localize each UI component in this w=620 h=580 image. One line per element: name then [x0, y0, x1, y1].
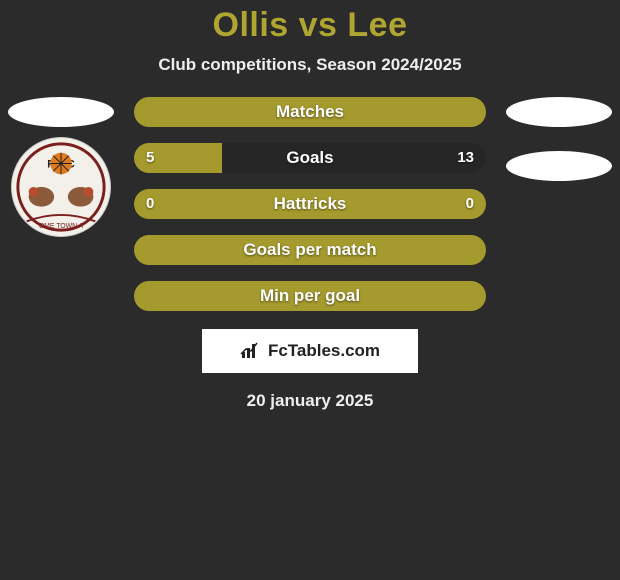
- stat-label: Hattricks: [134, 189, 486, 219]
- stats-bars: Matches Goals5 13 Hattricks0 0 Goals per matc…: [134, 97, 486, 311]
- left-player-column: FTFC OME TOWN A: [8, 97, 114, 237]
- stat-row: Min per goal: [134, 281, 486, 311]
- club-crest-icon: FTFC OME TOWN A: [12, 138, 110, 236]
- stat-label: Goals: [134, 143, 486, 173]
- stat-value-left: 0: [146, 189, 154, 219]
- page-subtitle: Club competitions, Season 2024/2025: [0, 55, 620, 75]
- stat-value-right: 13: [457, 143, 474, 173]
- branding-box: FcTables.com: [202, 329, 418, 373]
- stat-label: Min per goal: [134, 281, 486, 311]
- stat-value-right: 0: [466, 189, 474, 219]
- stat-value-left: 5: [146, 143, 154, 173]
- bar-chart-icon: [240, 340, 262, 362]
- left-player-oval: [8, 97, 114, 127]
- left-player-badge: FTFC OME TOWN A: [11, 137, 111, 237]
- stat-row: Matches: [134, 97, 486, 127]
- date-text: 20 january 2025: [0, 391, 620, 411]
- right-player-column: [506, 97, 612, 205]
- stat-label: Matches: [134, 97, 486, 127]
- right-player-oval-2: [506, 151, 612, 181]
- svg-text:OME TOWN A: OME TOWN A: [39, 223, 84, 230]
- branding-text: FcTables.com: [268, 341, 380, 361]
- stat-row: Hattricks0 0: [134, 189, 486, 219]
- right-player-oval-1: [506, 97, 612, 127]
- comparison-content: FTFC OME TOWN A Matches Goals5 13 Hattricks…: [0, 97, 620, 411]
- stat-row: Goals5 13: [134, 143, 486, 173]
- stat-label: Goals per match: [134, 235, 486, 265]
- page-title: Ollis vs Lee: [0, 0, 620, 45]
- stat-row: Goals per match: [134, 235, 486, 265]
